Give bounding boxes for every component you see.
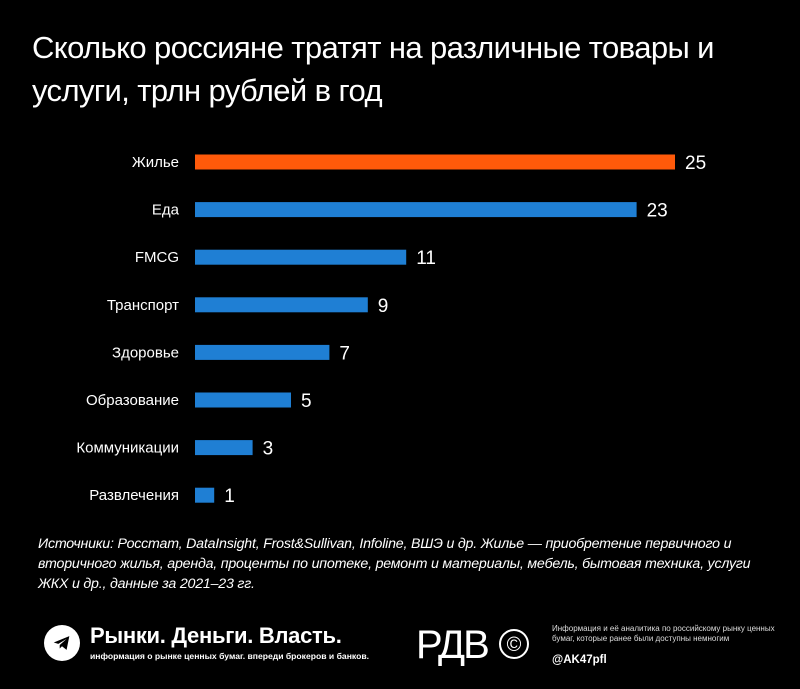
category-label: Здоровье [112, 344, 179, 361]
copyright-circle [499, 629, 529, 659]
bar [195, 392, 291, 408]
bar [195, 154, 675, 170]
footer-right: Информация и её аналитика по российскому… [552, 624, 792, 666]
category-label: FMCG [135, 249, 179, 266]
category-label: Образование [86, 392, 179, 409]
value-label: 3 [263, 439, 274, 460]
value-label: 9 [378, 296, 389, 317]
category-label: Развлечения [89, 487, 179, 504]
category-label: Жилье [132, 154, 179, 171]
source-note: Источники: Росстат, DataInsight, Frost&S… [38, 536, 751, 592]
telegram-icon[interactable] [44, 625, 80, 661]
logo-symbol: © [507, 634, 522, 656]
category-label: Коммуникации [76, 440, 179, 457]
category-label: Транспорт [107, 297, 179, 314]
bar [195, 344, 330, 360]
bar [195, 202, 637, 218]
value-label: 7 [339, 343, 350, 364]
brand-title: Рынки. Деньги. Власть. [90, 623, 342, 648]
value-label: 11 [416, 248, 436, 269]
logo-text: РДВ [416, 623, 488, 667]
bar [195, 249, 407, 265]
bar [195, 487, 215, 503]
value-label: 25 [685, 153, 706, 174]
value-label: 1 [224, 486, 235, 507]
footer-note: Информация и её аналитика по российскому… [552, 624, 775, 643]
channel-handle[interactable]: @AK47pfl [552, 654, 607, 666]
brand-block: Рынки. Деньги. Власть. информация о рынк… [44, 624, 369, 662]
bar-chart: Жилье 25 Еда 23 FMCG 11 Транспорт 9 Здоровье 7 Обр… [76, 153, 706, 507]
bar [195, 440, 253, 456]
brand-subtitle: информация о рынке ценных бумаг. впереди… [90, 651, 369, 661]
rdv-logo: РДВ © [416, 623, 529, 667]
bar [195, 297, 368, 313]
value-label: 5 [301, 391, 312, 412]
category-label: Еда [152, 202, 180, 219]
value-label: 23 [647, 201, 668, 222]
chart-title: Сколько россияне тратят на различные тов… [32, 30, 715, 108]
